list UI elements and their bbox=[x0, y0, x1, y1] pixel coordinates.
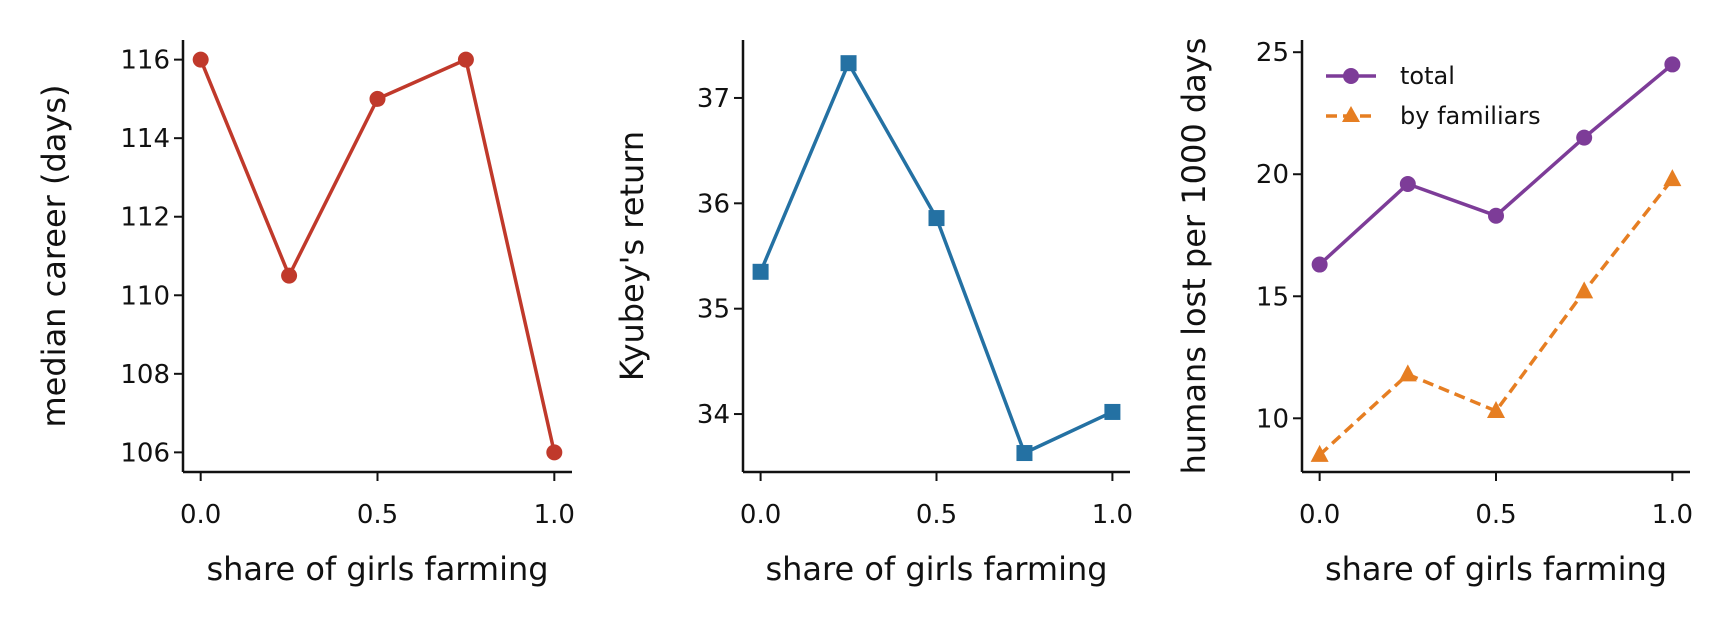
x-tick-label: 0.0 bbox=[1299, 500, 1340, 530]
x-tick-label: 1.0 bbox=[1092, 500, 1133, 530]
legend: total by familiars bbox=[1326, 62, 1541, 130]
x-tick-label: 0.5 bbox=[916, 500, 957, 530]
y-tick-label: 15 bbox=[1256, 282, 1289, 312]
data-point-triangle bbox=[1398, 364, 1417, 382]
data-point-circle bbox=[1311, 256, 1328, 273]
data-point-circle bbox=[369, 90, 386, 107]
y-tick-label: 20 bbox=[1256, 160, 1289, 190]
legend-marker-circle bbox=[1343, 68, 1359, 84]
series-layer bbox=[1310, 56, 1682, 462]
axis-ticks: 106 108 110 112 114 116 0.0 0.5 1.0 bbox=[120, 46, 575, 530]
data-point-circle bbox=[281, 267, 298, 284]
x-tick-label: 1.0 bbox=[1652, 500, 1693, 530]
legend-item-total: total bbox=[1326, 62, 1455, 90]
data-point-triangle bbox=[1575, 281, 1594, 299]
data-point-square bbox=[1104, 403, 1121, 420]
panel-median-career: 106 108 110 112 114 116 0.0 0.5 1.0 share of gir… bbox=[35, 40, 575, 588]
series-layer bbox=[752, 55, 1121, 462]
data-point-circle bbox=[1576, 129, 1593, 146]
y-axis-title: median career (days) bbox=[35, 85, 73, 428]
data-point-square bbox=[840, 55, 857, 72]
series-line bbox=[199, 57, 557, 453]
data-point-square bbox=[752, 263, 769, 280]
x-axis-title: share of girls farming bbox=[206, 550, 548, 588]
y-tick-label: 114 bbox=[120, 124, 170, 154]
x-tick-label: 0.5 bbox=[357, 500, 398, 530]
data-point-square bbox=[928, 210, 945, 227]
legend-item-by-familiars: by familiars bbox=[1326, 102, 1541, 130]
data-point-circle bbox=[192, 51, 209, 68]
panel-kyubey-return: 34 35 36 37 0.0 0.5 1.0 share of girls farming… bbox=[613, 40, 1133, 588]
data-point-circle bbox=[457, 51, 474, 68]
series-layer bbox=[192, 51, 563, 461]
y-tick-label: 112 bbox=[120, 203, 170, 233]
x-axis-title: share of girls farming bbox=[1325, 550, 1667, 588]
data-point-circle bbox=[1488, 207, 1504, 224]
y-tick-label: 10 bbox=[1256, 404, 1289, 434]
series-line bbox=[758, 61, 1114, 455]
y-tick-label: 37 bbox=[697, 84, 730, 114]
data-point-circle bbox=[1399, 176, 1416, 192]
series-line bbox=[1318, 63, 1674, 266]
y-axis-title: humans lost per 1000 days bbox=[1175, 38, 1213, 475]
axis-ticks: 10 15 20 25 0.0 0.5 1.0 bbox=[1256, 38, 1693, 530]
data-point-circle bbox=[546, 444, 563, 461]
x-tick-label: 0.0 bbox=[740, 500, 781, 530]
y-axis-title: Kyubey's return bbox=[613, 131, 651, 381]
x-axis-title: share of girls farming bbox=[765, 550, 1107, 588]
y-tick-label: 25 bbox=[1256, 38, 1289, 68]
legend-label: by familiars bbox=[1400, 102, 1541, 130]
y-tick-label: 106 bbox=[120, 438, 170, 468]
y-tick-label: 36 bbox=[697, 189, 730, 219]
x-tick-label: 0.0 bbox=[180, 500, 221, 530]
y-tick-label: 35 bbox=[697, 295, 730, 325]
data-point-square bbox=[1016, 445, 1033, 462]
data-point-triangle bbox=[1663, 169, 1682, 187]
y-tick-label: 108 bbox=[120, 360, 170, 390]
legend-label: total bbox=[1400, 62, 1455, 90]
y-tick-label: 116 bbox=[120, 46, 170, 76]
data-point-triangle bbox=[1487, 400, 1505, 418]
y-tick-label: 34 bbox=[697, 400, 730, 430]
x-tick-label: 0.5 bbox=[1475, 500, 1516, 530]
panel-humans-lost: 10 15 20 25 0.0 0.5 1.0 share of girls farming… bbox=[1175, 38, 1693, 588]
data-point-triangle bbox=[1310, 444, 1329, 462]
legend-marker-triangle bbox=[1342, 106, 1360, 122]
axis-ticks: 34 35 36 37 0.0 0.5 1.0 bbox=[697, 84, 1133, 530]
data-point-circle bbox=[1664, 56, 1681, 73]
x-tick-label: 1.0 bbox=[534, 500, 575, 530]
y-tick-label: 110 bbox=[120, 281, 170, 311]
